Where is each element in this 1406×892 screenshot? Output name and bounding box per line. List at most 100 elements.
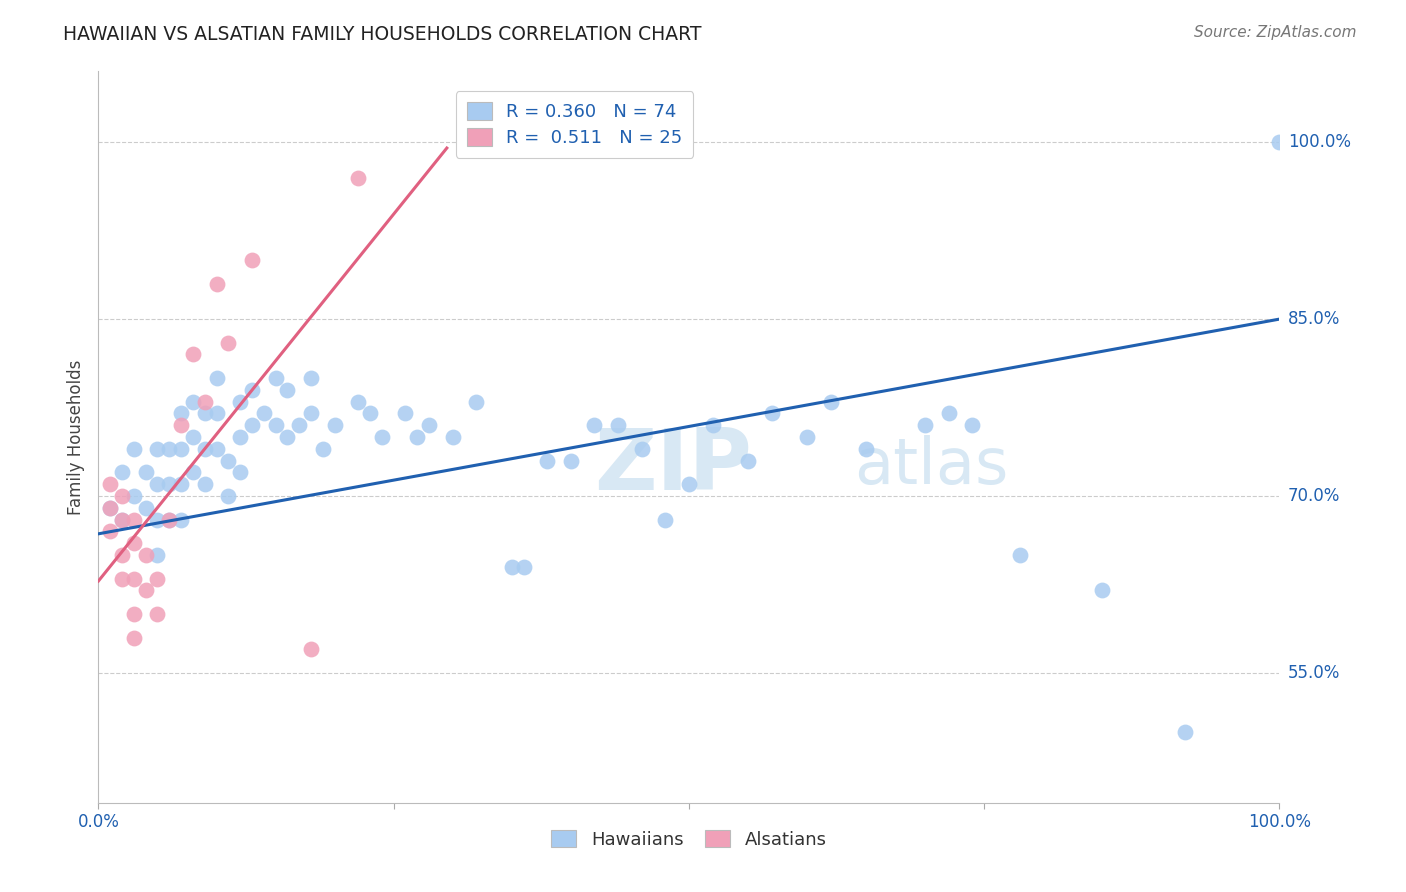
Point [607, 418, 630, 433]
Point [170, 407, 193, 421]
Point [323, 418, 346, 433]
Point [111, 513, 134, 527]
Point [194, 407, 217, 421]
Point [229, 430, 252, 444]
Point [796, 430, 818, 444]
Point [111, 548, 134, 562]
Point [359, 407, 381, 421]
Point [122, 631, 145, 645]
Point [1008, 548, 1031, 562]
Text: HAWAIIAN VS ALSATIAN FAMILY HOUSEHOLDS CORRELATION CHART: HAWAIIAN VS ALSATIAN FAMILY HOUSEHOLDS C… [63, 25, 702, 44]
Point [299, 407, 322, 421]
Point [205, 407, 228, 421]
Point [299, 371, 322, 385]
Point [194, 477, 217, 491]
Point [264, 371, 287, 385]
Point [914, 418, 936, 433]
Point [702, 418, 724, 433]
Point [253, 407, 276, 421]
Point [371, 430, 394, 444]
Point [240, 418, 263, 433]
Point [181, 347, 204, 361]
Point [678, 477, 700, 491]
Point [1174, 725, 1197, 739]
Point [501, 559, 523, 574]
Point [737, 453, 759, 467]
Point [264, 418, 287, 433]
Point [135, 466, 157, 480]
Point [276, 383, 298, 397]
Point [157, 513, 180, 527]
Point [820, 394, 842, 409]
Point [194, 394, 217, 409]
Point [962, 418, 984, 433]
Point [111, 513, 134, 527]
Point [288, 418, 311, 433]
Point [347, 394, 370, 409]
Point [181, 394, 204, 409]
Text: atlas: atlas [855, 435, 1008, 498]
Point [1091, 583, 1114, 598]
Point [146, 477, 169, 491]
Point [560, 453, 582, 467]
Point [276, 430, 298, 444]
Point [135, 548, 157, 562]
Point [135, 583, 157, 598]
Point [536, 453, 558, 467]
Point [122, 513, 145, 527]
Text: ZIP: ZIP [595, 425, 752, 508]
Point [98, 500, 121, 515]
Point [394, 407, 416, 421]
Point [111, 572, 134, 586]
Point [217, 489, 239, 503]
Point [98, 524, 121, 539]
Point [135, 500, 157, 515]
Point [157, 442, 180, 456]
Point [122, 572, 145, 586]
Point [418, 418, 440, 433]
Point [1268, 135, 1291, 149]
Point [157, 477, 180, 491]
Point [205, 277, 228, 291]
Point [146, 513, 169, 527]
Text: 100.0%: 100.0% [1288, 133, 1351, 151]
Point [111, 466, 134, 480]
Point [205, 371, 228, 385]
Point [122, 489, 145, 503]
Point [98, 500, 121, 515]
Point [938, 407, 960, 421]
Point [855, 442, 877, 456]
Point [194, 442, 217, 456]
Point [146, 607, 169, 621]
Point [122, 607, 145, 621]
Point [170, 442, 193, 456]
Point [630, 442, 652, 456]
Point [217, 453, 239, 467]
Point [181, 466, 204, 480]
Text: 70.0%: 70.0% [1288, 487, 1340, 505]
Point [146, 572, 169, 586]
Point [583, 418, 606, 433]
Point [654, 513, 676, 527]
Text: 55.0%: 55.0% [1288, 664, 1340, 682]
Point [441, 430, 464, 444]
Point [229, 466, 252, 480]
Point [170, 418, 193, 433]
Point [205, 442, 228, 456]
Y-axis label: Family Households: Family Households [67, 359, 86, 515]
Point [146, 442, 169, 456]
Point [347, 170, 370, 185]
Point [312, 442, 335, 456]
Point [217, 335, 239, 350]
Point [146, 548, 169, 562]
Legend: Hawaiians, Alsatians: Hawaiians, Alsatians [544, 822, 834, 856]
Text: Source: ZipAtlas.com: Source: ZipAtlas.com [1194, 25, 1357, 40]
Point [122, 442, 145, 456]
Point [240, 253, 263, 268]
Point [512, 559, 534, 574]
Point [98, 477, 121, 491]
Point [229, 394, 252, 409]
Point [170, 477, 193, 491]
Point [761, 407, 783, 421]
Text: 85.0%: 85.0% [1288, 310, 1340, 328]
